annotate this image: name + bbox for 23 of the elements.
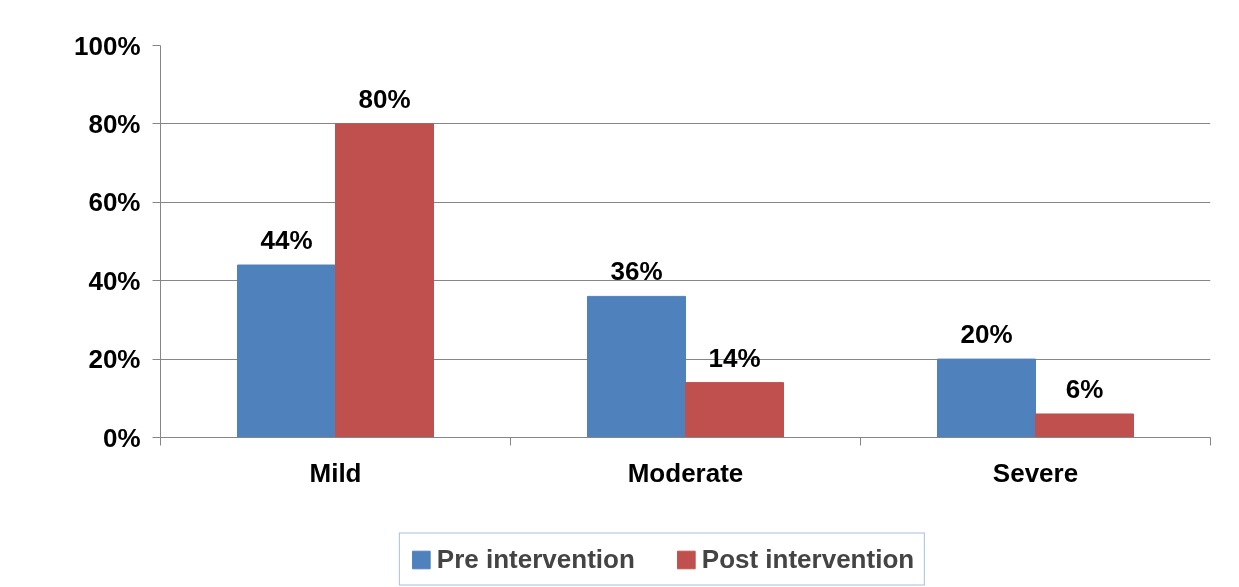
legend-label: Post intervention [701,543,915,575]
bar [937,358,1036,438]
legend-label: Pre intervention [436,543,635,575]
y-tick-label: 20% [88,344,141,375]
data-label: 14% [708,342,761,373]
y-tick-label: 40% [88,265,141,296]
data-label: 44% [260,225,313,256]
y-tick-label: 80% [88,108,141,139]
y-tick-label: 60% [88,187,141,218]
bar [685,382,784,438]
data-label: 6% [1065,373,1104,404]
x-tick-label: Mild [309,457,362,488]
bar [1035,413,1134,438]
data-label: 80% [358,83,411,114]
x-tick-label: Severe [992,457,1079,488]
x-tick-label: Moderate [627,457,744,488]
bar [335,123,434,438]
bar [587,295,686,438]
data-label: 36% [610,256,663,287]
data-label: 20% [960,319,1013,350]
bar [237,264,336,438]
y-tick-label: 0% [102,422,141,453]
y-tick-label: 100% [74,30,141,61]
